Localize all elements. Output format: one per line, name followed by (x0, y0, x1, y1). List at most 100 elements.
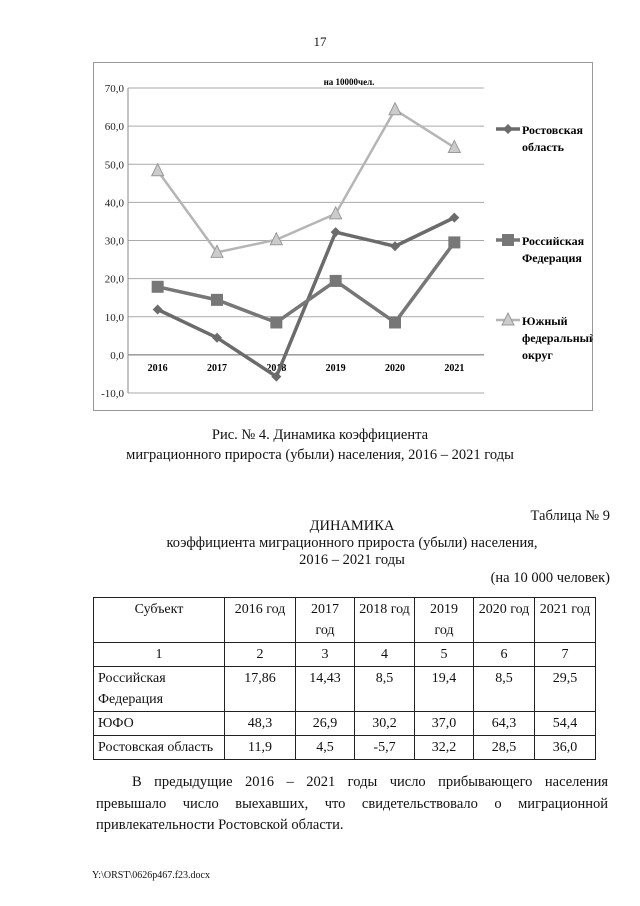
table-title-line1: ДИНАМИКА (309, 518, 395, 534)
data-point (388, 101, 402, 116)
table-row: Российская Федерация 17,86 14,43 8,5 19,4 8,5… (93, 666, 596, 712)
y-tick-label: 50,0 (105, 159, 125, 171)
header-cell: 2020 год (473, 597, 535, 643)
figure-caption-line2: миграционного прироста (убыли) населения… (126, 447, 514, 463)
table-title-line3: 2016 – 2021 годы (299, 552, 405, 568)
table-row: Ростовская область 11,9 4,5 -5,7 32,2 28,5 36,… (93, 735, 596, 760)
series-line (156, 216, 456, 380)
data-point (448, 236, 461, 249)
table-units: (на 10 000 человек) (490, 570, 610, 586)
y-tick-label: 30,0 (105, 236, 125, 248)
x-tick-label: 2017 (207, 363, 227, 374)
subject-cell: Ростовская область (93, 735, 225, 760)
cell: 7 (534, 642, 596, 667)
header-cell: 2018 год (354, 597, 415, 643)
legend-label: округ (522, 348, 553, 362)
x-tick-label: 2016 (148, 363, 168, 374)
page-number: 17 (313, 34, 327, 49)
cell: 4,5 (295, 735, 355, 760)
header-cell: 2016 год (224, 597, 296, 643)
header-cell: 2021 год (534, 597, 596, 643)
cell: 17,86 (224, 666, 296, 712)
cell: 37,0 (414, 711, 474, 736)
data-point (389, 316, 401, 329)
cell: 48,3 (224, 711, 296, 736)
legend-label: Федерация (522, 251, 582, 265)
cell: 6 (473, 642, 535, 667)
legend-label: Российская (522, 234, 585, 248)
cell: 64,3 (473, 711, 535, 736)
data-table: Субъект 2016 год 2017 год 2018 год 2019 … (93, 597, 596, 760)
table-row: ЮФО 48,3 26,9 30,2 37,0 64,3 54,4 (93, 711, 596, 736)
cell: 5 (414, 642, 474, 667)
cell: 8,5 (473, 666, 535, 712)
cell: 4 (354, 642, 415, 667)
y-tick-label: 10,0 (105, 312, 125, 324)
cell: 19,4 (414, 666, 474, 712)
cell: 1 (93, 642, 225, 667)
cell: 54,4 (534, 711, 596, 736)
series-line (157, 241, 456, 325)
chart-frame (93, 62, 593, 411)
cell: -5,7 (354, 735, 415, 760)
legend-label: Ростовская (522, 123, 583, 137)
y-tick-label: 0,0 (110, 350, 124, 362)
cell: 26,9 (295, 711, 355, 736)
data-point (329, 274, 342, 287)
legend-label: область (522, 140, 565, 154)
chart-title: на 10000чел. (324, 77, 375, 87)
data-point (269, 231, 284, 246)
header-cell: 2017 год (295, 597, 355, 643)
data-point (210, 244, 224, 258)
cell: 14,43 (295, 666, 355, 712)
data-point (152, 304, 163, 315)
data-point (212, 332, 222, 343)
table-header-row: Субъект 2016 год 2017 год 2018 год 2019 … (93, 597, 596, 643)
x-tick-label: 2020 (385, 363, 405, 374)
series-line (156, 107, 456, 254)
legend-marker (503, 124, 513, 134)
table-title-line2: коэффициента миграционного прироста (убы… (166, 535, 538, 551)
cell: 8,5 (354, 666, 415, 712)
x-tick-label: 2019 (326, 363, 346, 374)
line-chart: 70,0 60,0 50,0 40,0 30,0 20,0 10,0 0,0 -10,0 2016… (93, 62, 593, 411)
y-tick-label: -10,0 (101, 388, 124, 400)
data-point (449, 212, 460, 223)
file-path-footer: Y:\ORST\0626p467.f23.docx (92, 870, 210, 881)
x-tick-label: 2021 (444, 363, 464, 374)
table-label: Таблица № 9 (530, 508, 610, 524)
header-cell: 2019 год (414, 597, 474, 643)
y-tick-label: 60,0 (105, 121, 125, 133)
data-point (150, 162, 165, 177)
y-tick-label: 20,0 (105, 274, 125, 286)
figure-caption-line1: Рис. № 4. Динамика коэффициента (211, 427, 429, 443)
data-point (151, 280, 164, 293)
cell: 28,5 (473, 735, 535, 760)
data-point (271, 371, 282, 382)
data-point (270, 316, 283, 329)
subject-cell: Российская Федерация (93, 666, 225, 712)
cell: 3 (295, 642, 355, 667)
cell: 29,5 (534, 666, 596, 712)
x-tick-label: 2018 (266, 363, 286, 374)
data-point (330, 227, 341, 238)
legend-label: федеральный (522, 331, 593, 345)
data-point (390, 241, 400, 252)
y-tick-label: 40,0 (105, 197, 125, 209)
cell: 11,9 (224, 735, 296, 760)
cell: 36,0 (534, 735, 596, 760)
legend-marker (501, 311, 515, 326)
header-cell: Субъект (93, 597, 225, 643)
cell: 32,2 (414, 735, 474, 760)
data-point (328, 205, 343, 220)
legend-label: Южный (522, 314, 568, 328)
cell: 30,2 (354, 711, 415, 736)
subject-cell: ЮФО (93, 711, 225, 736)
legend-marker (502, 234, 514, 246)
data-point (447, 139, 462, 153)
y-tick-label: 70,0 (105, 83, 125, 95)
body-paragraph: В предыдущие 2016 – 2021 годы число приб… (96, 774, 608, 833)
data-point (211, 293, 223, 306)
